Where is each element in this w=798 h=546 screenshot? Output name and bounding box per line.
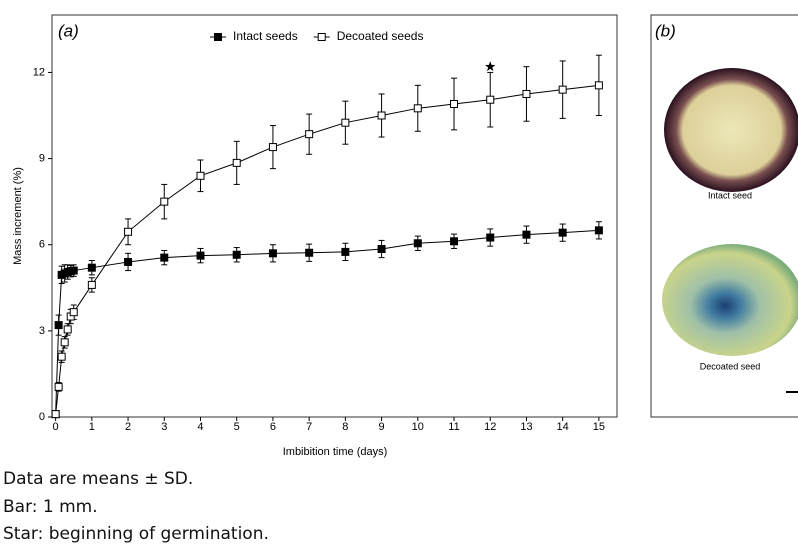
figure: (a) Imbibition time (days) Mass incremen…: [12, 14, 798, 458]
x-tick-label: 12: [484, 421, 496, 433]
photos: [662, 68, 798, 356]
data-point: [60, 338, 69, 347]
x-tick-label: 6: [270, 421, 276, 433]
y-tick-label: 12: [33, 66, 45, 78]
photo-caption: Intact seed: [708, 190, 752, 200]
data-point: [54, 382, 63, 391]
data-point: [558, 228, 567, 237]
x-tick-label: 15: [593, 421, 605, 433]
data-point: [69, 266, 78, 275]
data-point: [558, 85, 567, 94]
data-point: [413, 104, 422, 113]
series-line: [55, 229, 599, 415]
x-tick-label: 1: [89, 421, 95, 433]
data-point: [305, 248, 314, 257]
x-axis-label: Imbibition time (days): [283, 446, 388, 458]
x-tick-label: 3: [161, 421, 167, 433]
intact-seed-photo: [664, 68, 798, 192]
legend-marker: [214, 33, 222, 41]
x-tick-label: 5: [234, 421, 240, 433]
data-point: [160, 253, 169, 262]
y-tick-label: 9: [39, 152, 45, 164]
x-tick-label: 9: [379, 421, 385, 433]
plot-frame: [51, 14, 618, 418]
x-tick-label: 2: [125, 421, 131, 433]
panel-label: (b): [655, 21, 676, 40]
data-point: [87, 280, 96, 289]
data-point: [87, 263, 96, 272]
x-tick-label: 11: [448, 421, 459, 433]
data-point: [69, 308, 78, 317]
photo-caption: Decoated seed: [700, 361, 761, 371]
data-point: [377, 111, 386, 120]
germination-star: [485, 61, 496, 72]
data-point: [450, 237, 459, 246]
legend-label: Intact seeds: [233, 29, 298, 43]
data-point: [160, 197, 169, 206]
x-tick-label: 14: [557, 421, 569, 433]
x-tick-label: 10: [412, 421, 424, 433]
note: Data are means ± SD.: [3, 469, 194, 489]
photo-frame: [650, 14, 798, 418]
data-point: [268, 143, 277, 152]
x-tick-label: 8: [342, 421, 348, 433]
data-point: [594, 81, 603, 90]
data-point: [594, 226, 603, 235]
data-point: [124, 227, 133, 236]
data-point: [196, 251, 205, 260]
data-point: [377, 245, 386, 254]
x-tick-label: 0: [53, 421, 59, 433]
panel-label: (a): [58, 21, 79, 40]
data-point: [124, 257, 133, 266]
x-tick-label: 4: [197, 421, 203, 433]
note: Star: beginning of germination.: [3, 524, 269, 544]
data-point: [522, 230, 531, 239]
x-tick-label: 13: [520, 421, 532, 433]
data-point: [305, 130, 314, 139]
data-point: [486, 233, 495, 242]
y-tick-label: 3: [39, 325, 45, 337]
data-point: [51, 410, 60, 419]
data-point: [341, 118, 350, 127]
data-point: [196, 171, 205, 180]
legend-label: Decoated seeds: [337, 29, 424, 43]
data-point: [232, 250, 241, 259]
data-point: [63, 325, 72, 334]
data-point: [450, 100, 459, 109]
decoated-seed-photo: [662, 244, 798, 356]
data-point: [413, 239, 422, 248]
data-point: [232, 158, 241, 167]
x-tick-label: 7: [306, 421, 312, 433]
data-point: [268, 249, 277, 258]
data-point: [341, 247, 350, 256]
series-line: [55, 84, 599, 415]
y-axis-label: Mass increment (%): [12, 167, 24, 265]
data-point: [522, 89, 531, 98]
legend-marker: [317, 33, 326, 41]
y-tick-label: 6: [39, 239, 45, 251]
y-tick-label: 0: [39, 411, 45, 423]
data-point: [54, 321, 63, 330]
data-point: [486, 95, 495, 104]
note: Bar: 1 mm.: [3, 497, 98, 517]
data-point: [57, 352, 66, 361]
